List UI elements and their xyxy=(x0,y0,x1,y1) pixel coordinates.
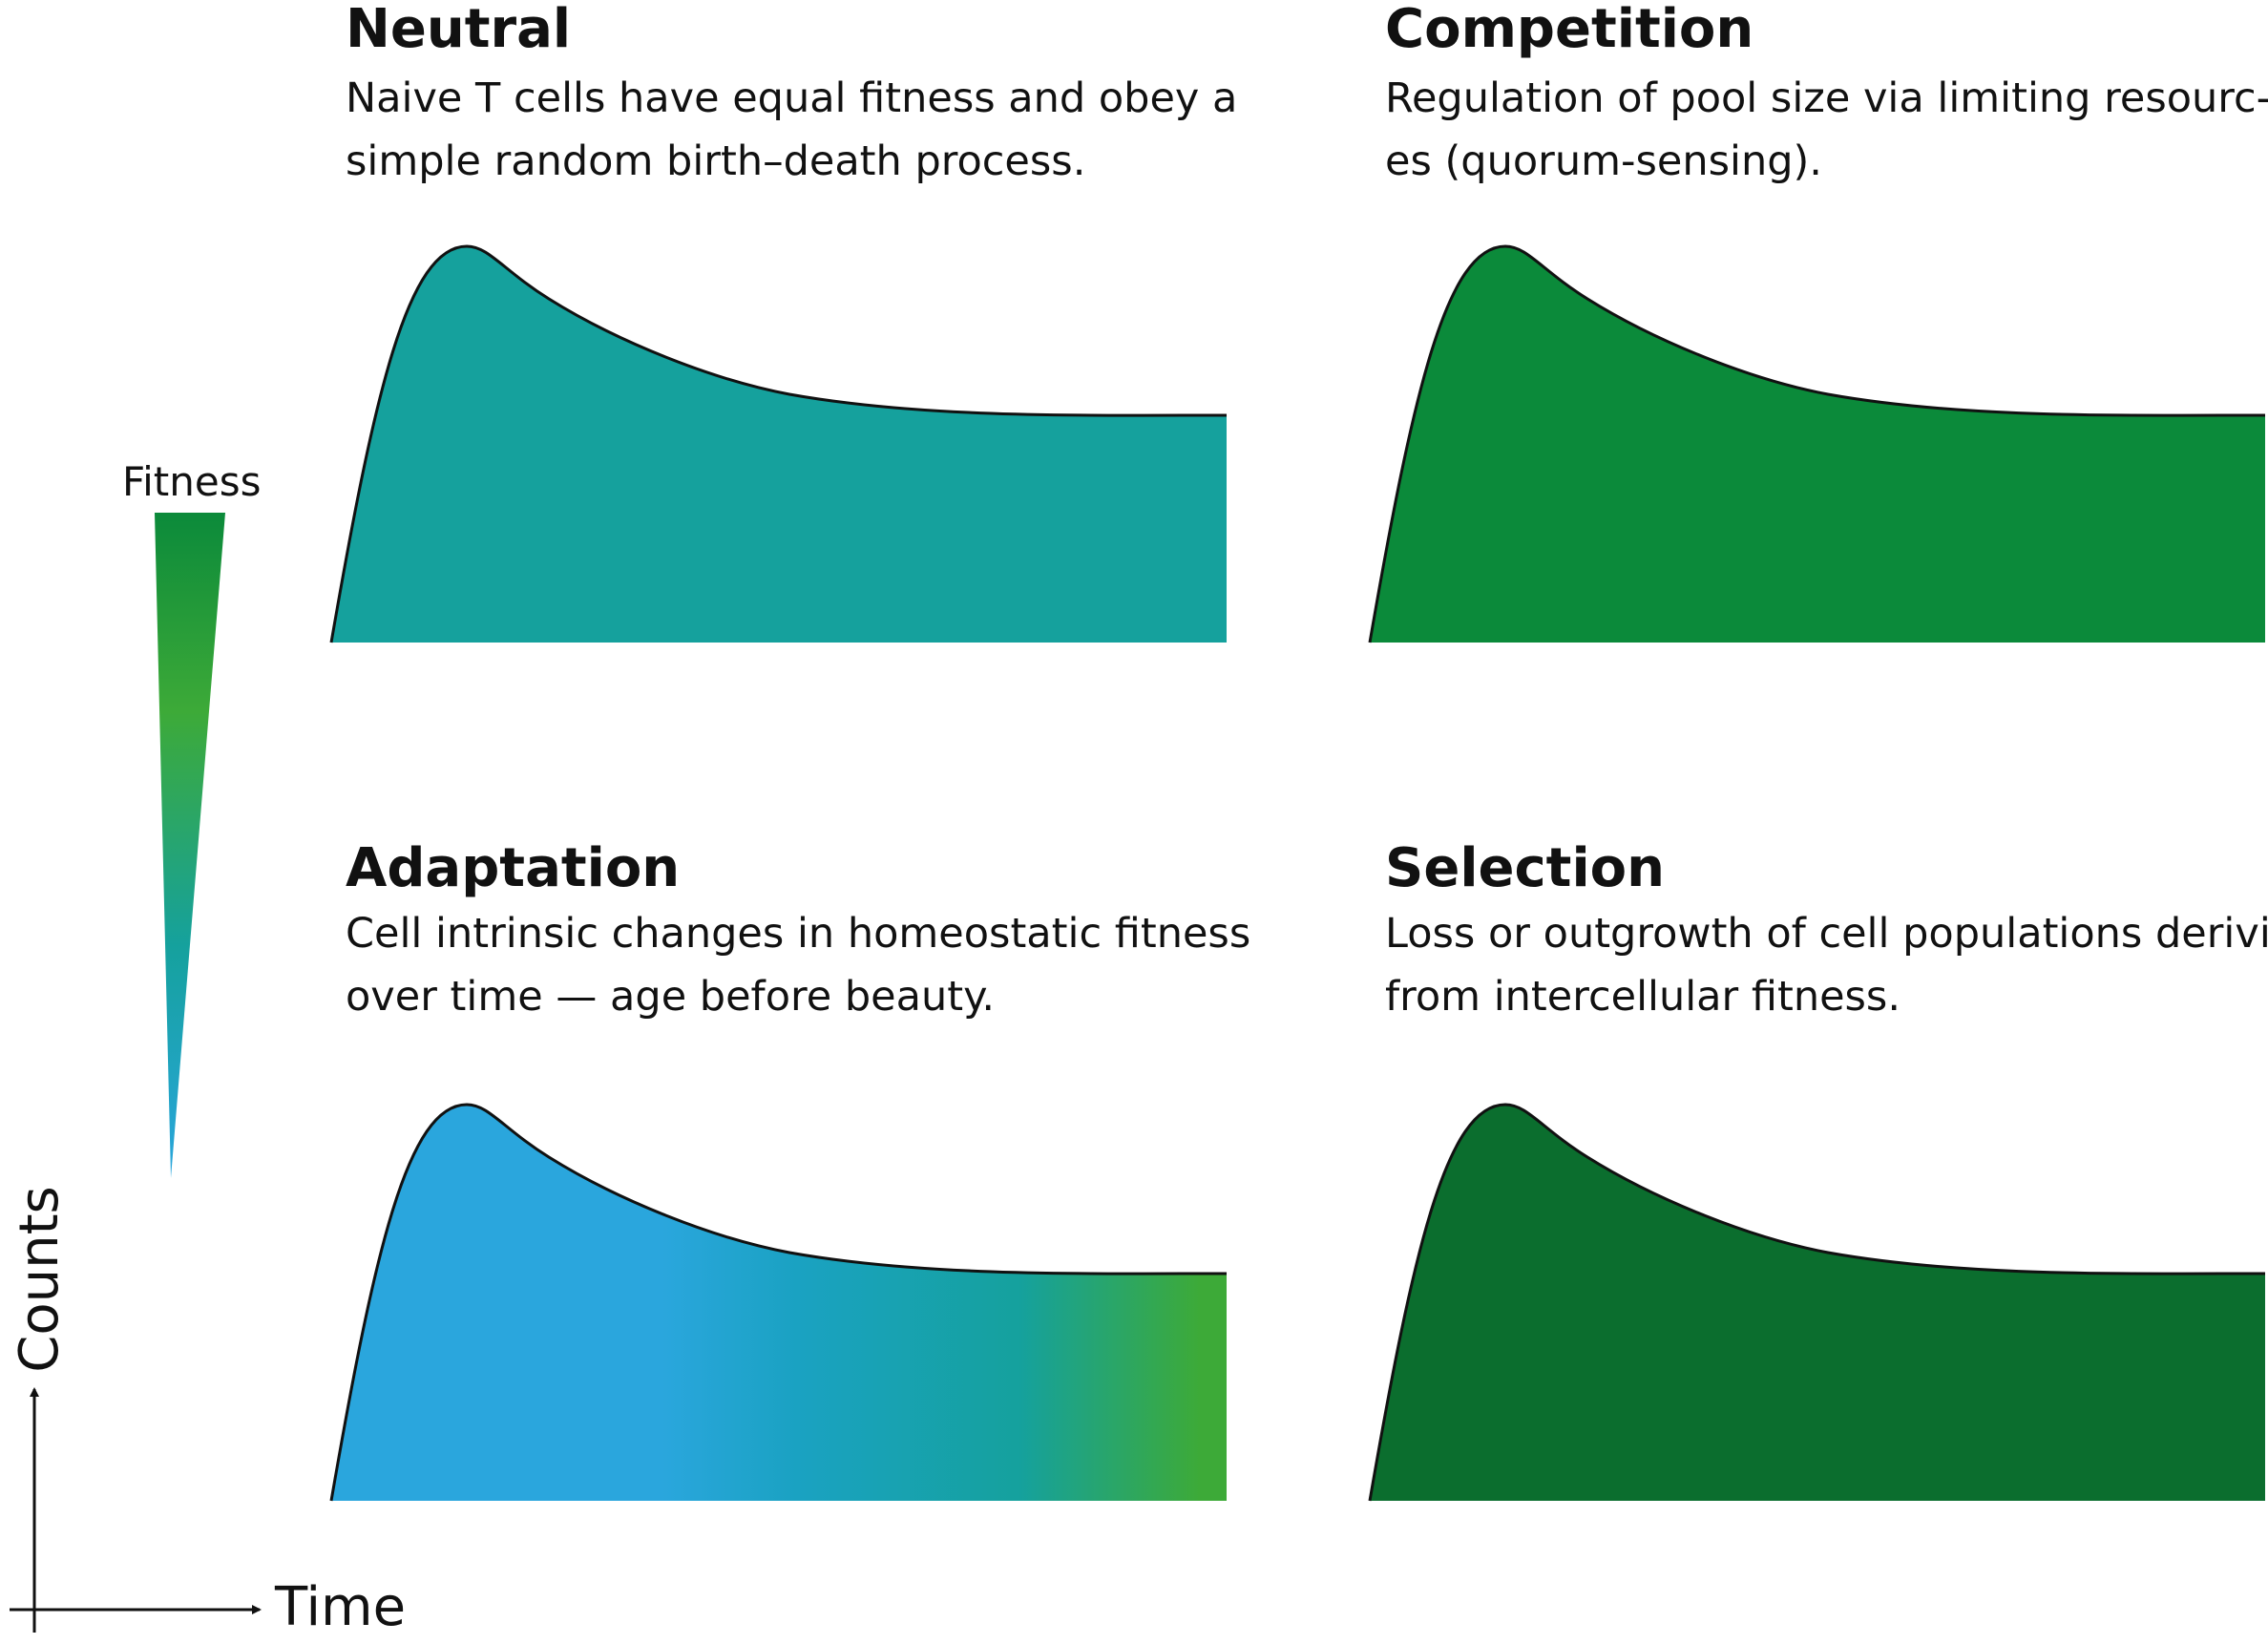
neutral-description: Naive T cells have equal fitness and obe… xyxy=(346,74,1238,185)
competition-description: Regulation of pool size via limiting res… xyxy=(1385,74,2268,185)
selection-title: Selection xyxy=(1385,837,1665,899)
adaptation-title: Adaptation xyxy=(346,837,681,899)
selection-curve xyxy=(1368,1103,2266,1502)
competition-title: Competition xyxy=(1385,0,1754,60)
adaptation-curve xyxy=(329,1103,1228,1502)
competition-curve xyxy=(1368,244,2266,643)
x-axis-label: Time xyxy=(275,1576,407,1638)
y-axis-label: Counts xyxy=(9,1186,71,1373)
adaptation-description: Cell intrinsic changes in homeostatic fi… xyxy=(346,910,1251,1021)
neutral-title: Neutral xyxy=(346,0,572,60)
neutral-curve xyxy=(329,244,1228,643)
fitness-gradient-wedge xyxy=(155,513,225,1178)
fitness-legend-label: Fitness xyxy=(122,458,262,505)
selection-description: Loss or outgrowth of cell populations de… xyxy=(1385,910,2268,1021)
